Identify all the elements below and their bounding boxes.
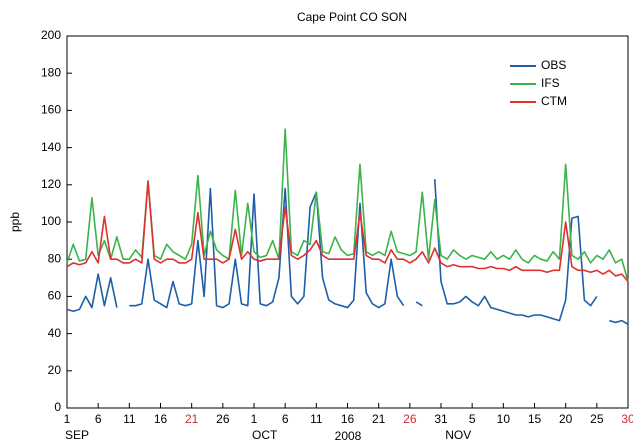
month-label: NOV — [445, 428, 471, 442]
x-tick-label: 16 — [154, 412, 168, 426]
x-tick-label: 6 — [95, 412, 102, 426]
legend-label: OBS — [541, 58, 566, 72]
x-tick-label: 25 — [590, 412, 604, 426]
y-tick-label: 140 — [41, 140, 61, 154]
y-tick-label: 80 — [48, 251, 62, 265]
x-axis-label: 2008 — [335, 429, 362, 443]
chart-title: Cape Point CO SON — [297, 10, 407, 24]
y-tick-label: 120 — [41, 177, 61, 191]
x-tick-label: 30 — [621, 412, 633, 426]
series-line — [66, 179, 629, 325]
y-tick-label: 0 — [54, 400, 61, 414]
x-tick-label: 21 — [185, 412, 199, 426]
y-tick-label: 180 — [41, 65, 61, 79]
y-tick-label: 20 — [48, 363, 62, 377]
x-tick-label: 21 — [372, 412, 386, 426]
x-tick-label: 31 — [434, 412, 448, 426]
month-label: SEP — [65, 428, 89, 442]
legend-label: IFS — [541, 76, 560, 90]
y-tick-label: 200 — [41, 28, 61, 42]
legend-label: CTM — [541, 94, 567, 108]
y-tick-label: 60 — [48, 289, 62, 303]
x-tick-label: 10 — [497, 412, 511, 426]
x-tick-label: 26 — [216, 412, 230, 426]
x-tick-label: 11 — [123, 412, 136, 426]
x-tick-label: 15 — [528, 412, 542, 426]
x-tick-label: 20 — [559, 412, 573, 426]
y-tick-label: 160 — [41, 103, 61, 117]
x-tick-label: 11 — [310, 412, 323, 426]
x-tick-label: 1 — [251, 412, 258, 426]
y-tick-label: 40 — [48, 326, 62, 340]
x-tick-label: 6 — [282, 412, 289, 426]
y-tick-label: 100 — [41, 214, 61, 228]
x-tick-label: 26 — [403, 412, 417, 426]
series-line — [66, 128, 629, 282]
x-tick-label: 1 — [64, 412, 71, 426]
month-label: OCT — [252, 428, 278, 442]
x-tick-label: 5 — [469, 412, 476, 426]
y-axis-label: ppb — [8, 212, 22, 232]
x-tick-label: 16 — [341, 412, 355, 426]
series-line — [66, 180, 629, 283]
